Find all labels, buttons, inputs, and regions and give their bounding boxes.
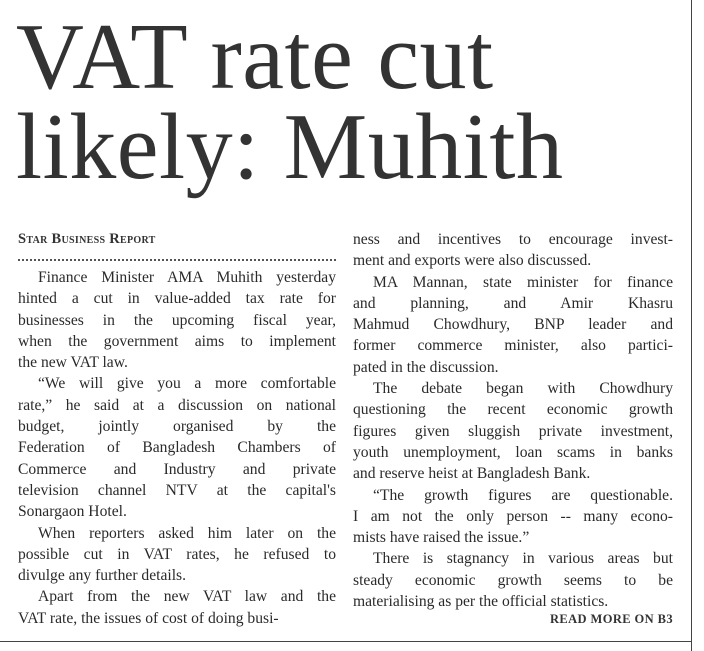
text-line: Mahmud Chowdhury, BNP leader and	[353, 316, 673, 334]
text-line: steady economic growth seems to be	[353, 571, 673, 589]
bottom-rule	[0, 641, 692, 642]
headline: VAT rate cut likely: Muhith	[16, 5, 564, 199]
text-line: rate,” he said at a discussion on nation…	[18, 396, 336, 414]
text-line: questioning the recent economic growth	[353, 401, 673, 419]
headline-line: likely: Muhith	[16, 95, 564, 199]
text-line: and reserve heist at Bangladesh Bank.	[353, 465, 591, 483]
paragraph: Apart from the new VAT law and the VAT ra…	[18, 586, 336, 629]
paragraph: ness and incentives to encourage invest-…	[353, 229, 673, 272]
paragraph: MA Mannan, state minister for finance and…	[353, 272, 673, 378]
text-line: television channel NTV at the capital's	[18, 481, 336, 499]
text-line: MA Mannan, state minister for finance	[373, 273, 673, 291]
text-line: former commerce minister, also partici-	[353, 337, 673, 355]
text-line: VAT rate, the issues of cost of doing bu…	[18, 609, 279, 627]
dotted-rule	[18, 259, 336, 261]
text-line: hinted a cut in value-added tax rate for	[18, 290, 336, 308]
column: Finance Minister AMA Muhith yesterday hin…	[18, 267, 336, 629]
read-more: READ MORE ON B3	[549, 612, 673, 626]
text-line: Commerce and Industry and private	[18, 460, 336, 478]
text-line: The debate began with Chowdhury	[373, 380, 673, 398]
text-line: and planning, and Amir Khasru	[353, 294, 673, 312]
paragraph: There is stagnancy in various areas but s…	[353, 548, 673, 612]
text-line: budget, jointly organised by the	[18, 418, 336, 436]
column-rule	[691, 0, 692, 651]
paragraph: “We will give you a more comfortable rate…	[18, 373, 336, 522]
text-line: pated in the discussion.	[353, 358, 499, 376]
text-line: Finance Minister AMA Muhith yesterday	[38, 269, 336, 286]
text-line: I am not the only person -- many econo-	[353, 507, 673, 525]
text-line: mists have raised the issue.”	[353, 529, 530, 547]
paragraph: Finance Minister AMA Muhith yesterday hin…	[18, 267, 336, 373]
text-line: “The growth figures are questionable.	[373, 486, 673, 504]
text-line: materialising as per the official statis…	[353, 593, 609, 611]
text-line: Apart from the new VAT law and the	[38, 588, 336, 606]
paragraph: “The growth figures are questionable. I a…	[353, 485, 673, 549]
text-line: Federation of Bangladesh Chambers of	[18, 439, 336, 457]
text-line: When reporters asked him later on the	[38, 524, 336, 542]
text-line: figures given sluggish private investmen…	[353, 422, 673, 440]
text-line: ness and incentives to encourage invest-	[353, 231, 673, 248]
text-line: divulge any further details.	[18, 567, 187, 585]
text-line: when the government aims to implement	[18, 332, 336, 350]
text-line: ment and exports were also discussed.	[353, 252, 592, 270]
text-line: Sonargaon Hotel.	[18, 503, 127, 521]
headline-line: VAT rate cut	[16, 5, 494, 109]
paragraph: When reporters asked him later on the pos…	[18, 523, 336, 587]
text-line: There is stagnancy in various areas but	[373, 550, 673, 568]
text-line: businesses in the upcoming fiscal year,	[18, 311, 336, 329]
text-line: youth unemployment, loan scams in banks	[353, 443, 673, 461]
text-line: the new VAT law.	[18, 354, 128, 372]
text-line: “We will give you a more comfortable	[38, 375, 336, 393]
paragraph: The debate began with Chowdhury questioni…	[353, 378, 673, 484]
text-line: possible cut in VAT rates, he refused to	[18, 545, 336, 563]
byline: Star Business Report	[18, 231, 156, 247]
column: ness and incentives to encourage invest-…	[353, 229, 673, 612]
